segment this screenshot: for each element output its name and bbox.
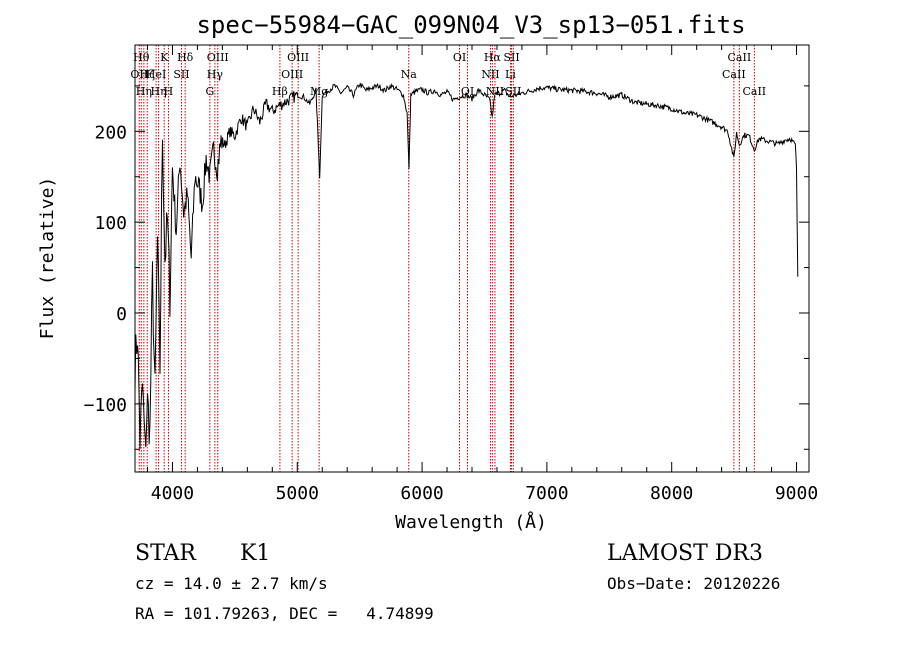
x-tick-label: 9000 xyxy=(775,483,818,504)
y-tick-label: 200 xyxy=(94,122,127,143)
spectral-line-label: NII xyxy=(481,68,499,81)
subclass: K1 xyxy=(240,541,270,566)
y-axis-ticks: −100 0 100 200 xyxy=(84,85,809,450)
survey-name: LAMOST DR3 xyxy=(607,541,763,566)
spectral-line-label: OI xyxy=(453,51,466,64)
spectral-line-label: Hθ xyxy=(133,51,150,64)
spectral-line-label: Na xyxy=(401,68,418,81)
y-tick-label: 0 xyxy=(116,304,127,325)
x-tick-label: 7000 xyxy=(525,483,568,504)
spectral-line-label: K xyxy=(160,51,169,64)
spectral-line-label: Hη xyxy=(136,85,152,98)
spectral-line-label: Hβ xyxy=(272,85,288,98)
flux-series-line xyxy=(134,82,799,449)
spectral-line-label: G xyxy=(205,85,214,98)
spectral-line-label: CaII xyxy=(728,51,752,64)
spectral-line-label: H xyxy=(164,85,174,98)
x-tick-label: 4000 xyxy=(151,483,194,504)
spectral-line-label: Hζ xyxy=(139,68,155,81)
x-axis-ticks: 4000 5000 6000 7000 8000 9000 xyxy=(146,45,818,504)
plot-frame xyxy=(134,44,810,473)
y-tick-label: −100 xyxy=(84,395,127,416)
spectral-line-label: SII xyxy=(173,68,189,81)
spectral-line-label: Hδ xyxy=(177,51,194,64)
coordinates-readout: RA = 101.79263, DEC = 4.74899 xyxy=(135,604,434,623)
redshift-readout: cz = 14.0 ± 2.7 km/s xyxy=(135,574,328,593)
y-tick-label: 100 xyxy=(94,213,127,234)
chart-title: spec−55984−GAC_099N04_V3_sp13−051.fits xyxy=(196,11,745,39)
spectral-line-label: HeI xyxy=(146,68,166,81)
x-tick-label: 6000 xyxy=(400,483,443,504)
spectral-line-label: OIII xyxy=(287,51,309,64)
spectral-line-label: SII xyxy=(503,51,519,64)
spectral-line-label: Hα xyxy=(484,51,502,64)
spectral-line-label: Hη xyxy=(150,85,166,98)
x-axis-label: Wavelength (Å) xyxy=(395,511,547,533)
spectral-line-label: CaII xyxy=(742,85,766,98)
spectral-line-label: OIII xyxy=(207,51,229,64)
spectral-line-label: OIII xyxy=(281,68,303,81)
obs-date: Obs−Date: 20120226 xyxy=(607,574,780,593)
object-class: STAR xyxy=(135,541,197,566)
x-tick-label: 8000 xyxy=(650,483,693,504)
spectral-line-label: Hγ xyxy=(207,68,224,81)
y-axis-label: Flux (relative) xyxy=(37,177,58,340)
x-tick-label: 5000 xyxy=(276,483,319,504)
spectral-line-label: CaII xyxy=(722,68,746,81)
spectral-line-markers xyxy=(138,45,755,472)
spectral-line-labels: OIIHθHηHζHeIHηKHSIIHδGHγOIIIHβOIIIOIIIMg… xyxy=(130,51,766,98)
spectral-line-label: OI xyxy=(461,85,474,98)
spectral-line-label: Li xyxy=(505,68,516,81)
